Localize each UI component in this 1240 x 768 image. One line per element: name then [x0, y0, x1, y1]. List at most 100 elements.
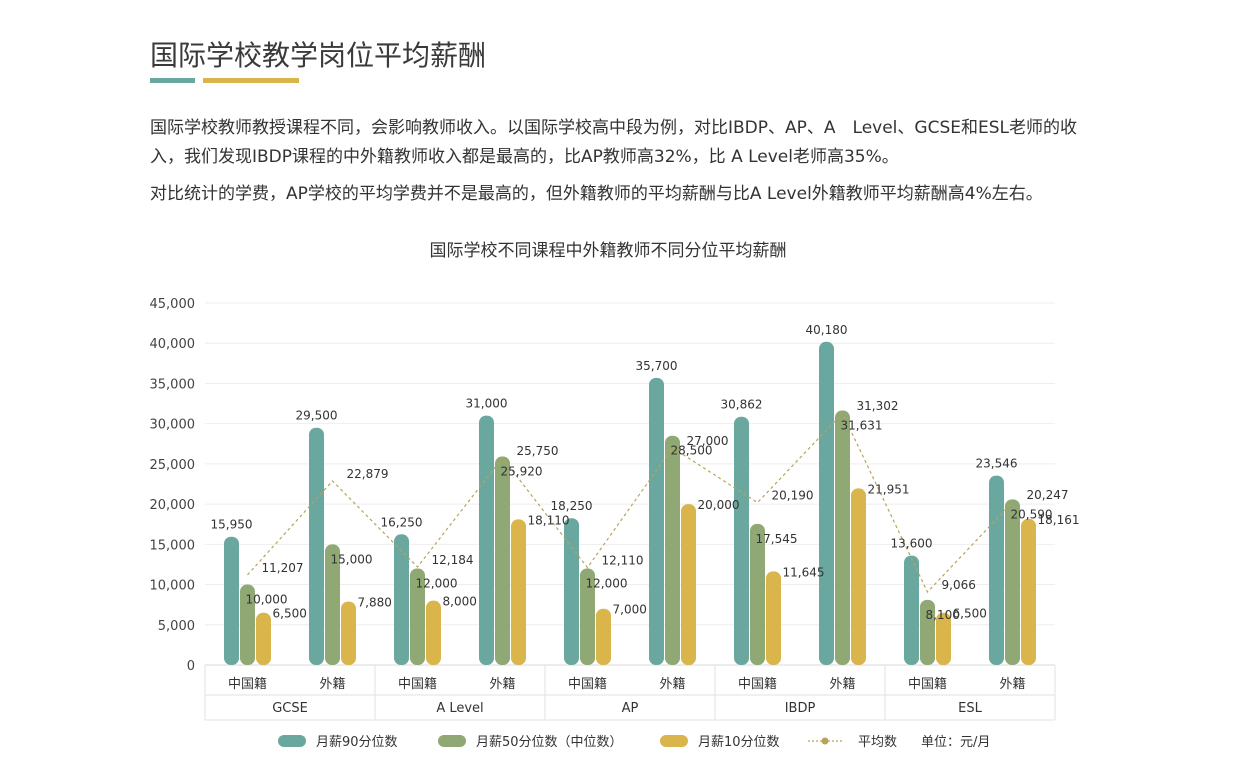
value-label-s1-c9: 20,590: [1011, 507, 1053, 521]
bar-s1-c3: [495, 456, 510, 665]
value-label-s0-c8: 13,600: [891, 537, 933, 551]
x-group-label: IBDP: [785, 701, 816, 716]
legend-label-s0: 月薪90分位数: [316, 735, 398, 750]
x-group-label: AP: [622, 701, 639, 716]
value-label-s2-c3: 18,110: [528, 513, 570, 527]
bar-s0-c6: [734, 416, 749, 665]
average-label-c3: 25,750: [517, 444, 559, 458]
bar-s0-c1: [309, 427, 324, 665]
bar-s1-c7: [835, 410, 850, 665]
value-label-s0-c5: 35,700: [636, 359, 678, 373]
value-label-s0-c2: 16,250: [381, 515, 423, 529]
value-label-s1-c3: 25,920: [501, 464, 543, 478]
value-label-s1-c5: 28,500: [671, 444, 713, 458]
value-label-s2-c6: 11,645: [783, 565, 825, 579]
y-tick-label: 20,000: [150, 498, 196, 513]
legend-label-s1: 月薪50分位数（中位数）: [476, 735, 623, 750]
average-line: [247, 412, 1013, 594]
x-subcategory-label: 中国籍: [228, 676, 267, 692]
x-subcategory-label: 外籍: [659, 676, 685, 692]
x-subcategory-label: 中国籍: [738, 676, 777, 692]
value-label-s2-c2: 8,000: [443, 595, 477, 609]
bar-s0-c7: [819, 341, 834, 665]
bar-s2-c5: [681, 504, 696, 665]
legend-swatch-s2: [660, 735, 688, 747]
y-tick-label: 35,000: [150, 377, 196, 392]
bar-s0-c0: [224, 536, 239, 665]
y-tick-label: 10,000: [150, 579, 196, 594]
x-group-label: ESL: [958, 701, 982, 716]
legend-label-s2: 月薪10分位数: [698, 735, 780, 750]
bar-s0-c2: [394, 534, 409, 665]
bar-s0-c5: [649, 377, 664, 665]
unit-label: 单位：元/月: [921, 735, 990, 750]
page-title: 国际学校教学岗位平均薪酬: [150, 39, 487, 72]
legend-label-average: 平均数: [858, 735, 897, 750]
x-subcategory-label: 中国籍: [568, 676, 607, 692]
value-label-s0-c1: 29,500: [296, 409, 338, 423]
title-underline-gold: [203, 78, 299, 83]
x-subcategory-label: 外籍: [319, 676, 345, 692]
average-label-c2: 12,184: [432, 553, 474, 567]
x-subcategory-label: 中国籍: [398, 676, 437, 692]
legend-swatch-s1: [438, 735, 466, 747]
bar-s2-c6: [766, 571, 781, 665]
value-label-s0-c4: 18,250: [551, 499, 593, 513]
x-group-label: A Level: [436, 701, 483, 716]
x-subcategory-label: 外籍: [489, 676, 515, 692]
bar-s1-c1: [325, 544, 340, 665]
legend-marker-average: [821, 737, 829, 745]
bar-s1-c9: [1005, 499, 1020, 665]
value-label-s0-c9: 23,546: [976, 457, 1018, 471]
intro-paragraph-1: 国际学校教师教授课程不同，会影响教师收入。以国际学校高中段为例，对比IBDP、A…: [150, 118, 1077, 167]
bar-s1-c5: [665, 435, 680, 665]
value-label-s1-c7: 31,631: [841, 419, 883, 433]
average-label-c8: 9,066: [942, 578, 976, 592]
y-tick-label: 45,000: [150, 297, 196, 312]
bar-s1-c6: [750, 523, 765, 665]
bar-s2-c7: [851, 488, 866, 665]
bar-s1-c4: [580, 568, 595, 665]
average-label-c0: 11,207: [262, 561, 304, 575]
x-subcategory-label: 外籍: [999, 676, 1025, 692]
y-tick-label: 0: [187, 659, 195, 674]
average-label-c7: 31,302: [857, 399, 899, 413]
x-subcategory-label: 外籍: [829, 676, 855, 692]
average-label-c6: 20,190: [772, 489, 814, 503]
title-underline-teal: [150, 78, 195, 83]
average-label-c1: 22,879: [347, 467, 389, 481]
y-tick-label: 40,000: [150, 337, 196, 352]
value-label-s2-c7: 21,951: [868, 482, 910, 496]
value-label-s0-c3: 31,000: [466, 397, 508, 411]
value-label-s2-c4: 7,000: [613, 603, 647, 617]
chart-title: 国际学校不同课程中外籍教师不同分位平均薪酬: [430, 241, 787, 261]
bar-s1-c0: [240, 584, 255, 665]
bar-s2-c9: [1021, 518, 1036, 665]
bar-s1-c8: [920, 599, 935, 665]
x-subcategory-label: 中国籍: [908, 676, 947, 692]
bar-s1-c2: [410, 568, 425, 665]
value-label-s1-c6: 17,545: [756, 532, 798, 546]
bar-s0-c8: [904, 555, 919, 665]
value-label-s2-c9: 18,161: [1038, 513, 1080, 527]
average-label-c9: 20,247: [1027, 488, 1069, 502]
bar-s2-c0: [256, 612, 271, 665]
value-label-s1-c8: 8,100: [926, 608, 960, 622]
x-group-label: GCSE: [272, 701, 308, 716]
value-label-s0-c6: 30,862: [721, 398, 763, 412]
value-label-s2-c8: 6,500: [953, 607, 987, 621]
value-label-s2-c5: 20,000: [698, 498, 740, 512]
bar-s2-c2: [426, 600, 441, 665]
y-tick-label: 25,000: [150, 458, 196, 473]
value-label-s1-c4: 12,000: [586, 576, 628, 590]
value-label-s0-c0: 15,950: [211, 518, 253, 532]
value-label-s0-c7: 40,180: [806, 323, 848, 337]
y-tick-label: 5,000: [158, 619, 195, 634]
average-label-c4: 12,110: [602, 554, 644, 568]
value-label-s1-c0: 10,000: [246, 593, 288, 607]
bar-s2-c4: [596, 608, 611, 665]
bar-s2-c1: [341, 601, 356, 665]
average-label-c5: 27,000: [687, 434, 729, 448]
bar-s0-c3: [479, 415, 494, 665]
value-label-s1-c1: 15,000: [331, 552, 373, 566]
